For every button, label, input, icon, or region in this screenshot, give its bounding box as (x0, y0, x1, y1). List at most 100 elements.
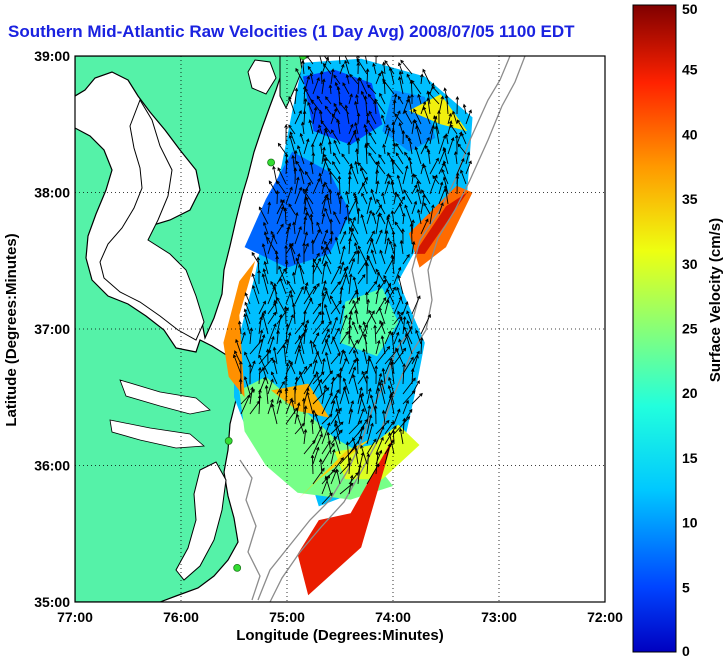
velocity-vector (348, 420, 363, 435)
velocity-vector (321, 292, 326, 315)
velocity-vector (243, 375, 251, 395)
velocity-vector (379, 249, 386, 265)
velocity-vector (380, 378, 386, 395)
velocity-vector (302, 397, 306, 415)
velocity-vector (449, 124, 458, 135)
velocity-vector (267, 311, 277, 325)
velocity-vector (270, 230, 278, 245)
velocity-vector (299, 132, 305, 145)
velocity-vector (345, 203, 350, 225)
velocity-vector (258, 357, 274, 375)
velocity-vector (375, 436, 384, 455)
velocity-vector (303, 323, 308, 345)
velocity-vector (402, 253, 410, 265)
velocity-vector (272, 165, 278, 185)
velocity-vector (276, 267, 286, 285)
velocity-vector (293, 386, 297, 405)
x-tick-label: 74:00 (375, 609, 411, 625)
velocity-vector (276, 313, 283, 335)
velocity-vector (321, 146, 326, 165)
velocity-vector (291, 271, 296, 285)
velocity-vector (366, 438, 377, 455)
velocity-vector (356, 249, 361, 265)
bathymetry-line (239, 459, 261, 601)
velocity-vector (237, 320, 242, 335)
velocity-vector (312, 433, 323, 455)
velocity-vector (397, 95, 404, 105)
velocity-vector (302, 110, 307, 125)
velocity-vector (258, 366, 262, 385)
velocity-vector (331, 129, 341, 145)
colorbar-tick-label: 50 (682, 1, 698, 17)
velocity-vector (303, 428, 308, 445)
velocity-vector (348, 297, 361, 315)
velocity-vector (361, 370, 368, 385)
velocity-vector (328, 188, 332, 205)
velocity-vector (258, 354, 269, 375)
velocity-vector (398, 338, 404, 355)
velocity-vector (321, 183, 326, 195)
velocity-vector (398, 202, 404, 215)
velocity-vector (312, 77, 320, 95)
delaware-bay (247, 59, 277, 95)
velocity-vector (312, 467, 325, 485)
velocity-vector (358, 76, 368, 95)
velocity-vector (268, 180, 278, 195)
velocity-vector (359, 393, 368, 415)
velocity-vector (287, 280, 296, 295)
velocity-vector (357, 274, 366, 285)
velocity-vector (429, 174, 438, 195)
velocity-vector (366, 254, 377, 275)
velocity-vector (263, 260, 269, 275)
velocity-vector (348, 273, 353, 295)
velocity-vector (257, 394, 262, 415)
velocity-vector (289, 131, 296, 145)
velocity-vector (334, 236, 341, 255)
velocity-vector (244, 292, 251, 305)
velocity-vector (388, 240, 395, 255)
velocity-vector (309, 72, 314, 85)
velocity-vector (373, 324, 377, 345)
velocity-vector (366, 280, 378, 295)
velocity-vector (411, 184, 418, 195)
colorbar-tick-label: 45 (682, 62, 698, 78)
velocity-vector (312, 282, 320, 295)
velocity-vector (364, 128, 369, 145)
velocity-vector (348, 93, 353, 105)
velocity-vector (349, 226, 359, 245)
velocity-vector (321, 492, 333, 505)
velocity-vector (308, 119, 314, 135)
velocity-vector (323, 153, 332, 165)
velocity-vector (391, 128, 395, 145)
velocity-vector (321, 392, 333, 415)
velocity-vector (328, 140, 332, 155)
velocity-vector (273, 299, 278, 315)
velocity-vector (261, 243, 269, 265)
colorbar-tick-label: 30 (682, 256, 698, 272)
velocity-vector (263, 221, 269, 235)
velocity-vector (309, 213, 314, 235)
velocity-vector (355, 93, 359, 105)
velocity-vector (361, 182, 368, 195)
velocity-vector (324, 260, 332, 275)
velocity-vector (323, 56, 332, 65)
velocity-vector (312, 359, 318, 375)
velocity-vector (275, 255, 279, 275)
velocity-vector (319, 56, 323, 65)
velocity-vector (402, 165, 409, 185)
velocity-vector (379, 92, 386, 105)
velocity-vector (276, 399, 282, 415)
velocity-vector (258, 309, 266, 325)
velocity-vector (332, 161, 341, 175)
velocity-vector (388, 66, 395, 85)
velocity-vector (284, 124, 288, 145)
velocity-vector (249, 386, 254, 405)
velocity-vector (296, 144, 305, 165)
velocity-vector (285, 331, 292, 355)
velocity-vector (457, 143, 467, 155)
velocity-vector (370, 188, 377, 205)
velocity-vector (375, 268, 386, 285)
velocity-vector (312, 258, 323, 275)
velocity-vector (365, 374, 369, 394)
x-tick-labels: 77:00 76:00 75:00 74:00 73:00 72:00 (57, 609, 623, 625)
